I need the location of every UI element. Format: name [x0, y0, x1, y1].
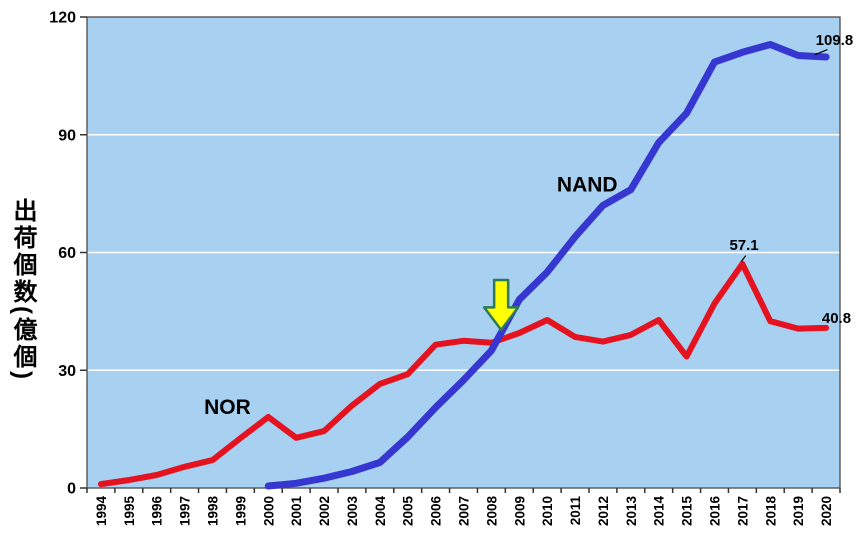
x-year-label-1996: 1996 — [150, 496, 165, 527]
x-year-label-2000: 2000 — [261, 496, 276, 526]
x-year-label-2019: 2019 — [791, 496, 806, 526]
x-year-label-2011: 2011 — [568, 496, 583, 526]
nor-end-value: 40.8 — [822, 310, 851, 327]
x-year-label-2015: 2015 — [680, 496, 695, 527]
nor-peak-value: 57.1 — [729, 237, 758, 254]
nand-line — [264, 41, 830, 490]
x-year-label-2002: 2002 — [317, 496, 332, 526]
x-year-label-2004: 2004 — [373, 496, 388, 527]
y-axis-title: 出荷個数(億個) — [9, 198, 36, 382]
nand-end-value: 109.8 — [816, 32, 854, 49]
y-tick-label-120: 120 — [49, 10, 76, 27]
x-year-label-1994: 1994 — [94, 496, 109, 527]
nor-line — [97, 260, 830, 488]
x-year-label-2014: 2014 — [652, 496, 667, 527]
x-year-label-2012: 2012 — [596, 496, 611, 526]
x-year-label-2008: 2008 — [484, 496, 499, 527]
x-year-label-2010: 2010 — [540, 496, 555, 526]
y-tick-label-0: 0 — [67, 481, 76, 498]
x-year-label-2020: 2020 — [819, 496, 834, 526]
x-year-label-2013: 2013 — [624, 496, 639, 527]
x-year-label-2003: 2003 — [345, 496, 360, 527]
y-tick-label-60: 60 — [58, 245, 76, 262]
x-year-label-1997: 1997 — [178, 496, 193, 526]
x-year-label-2006: 2006 — [429, 496, 444, 527]
x-year-label-2001: 2001 — [289, 496, 304, 527]
x-year-label-2005: 2005 — [401, 496, 416, 527]
x-year-label-2009: 2009 — [512, 496, 527, 526]
nor-peak-leader — [740, 255, 747, 263]
x-year-label-2017: 2017 — [735, 496, 750, 526]
x-year-label-2018: 2018 — [763, 496, 778, 527]
y-tick-label-30: 30 — [58, 363, 76, 380]
nand-end-leader — [814, 49, 828, 56]
y-tick-label-90: 90 — [58, 127, 76, 144]
x-year-label-1999: 1999 — [233, 496, 248, 526]
x-year-label-2007: 2007 — [457, 496, 472, 526]
crossover-arrow — [482, 278, 520, 332]
x-year-label-1995: 1995 — [122, 496, 137, 527]
nor-series-label: NOR — [204, 396, 251, 419]
x-year-label-2016: 2016 — [708, 496, 723, 527]
x-year-label-1998: 1998 — [206, 496, 221, 527]
nand-series-label: NAND — [557, 174, 618, 197]
